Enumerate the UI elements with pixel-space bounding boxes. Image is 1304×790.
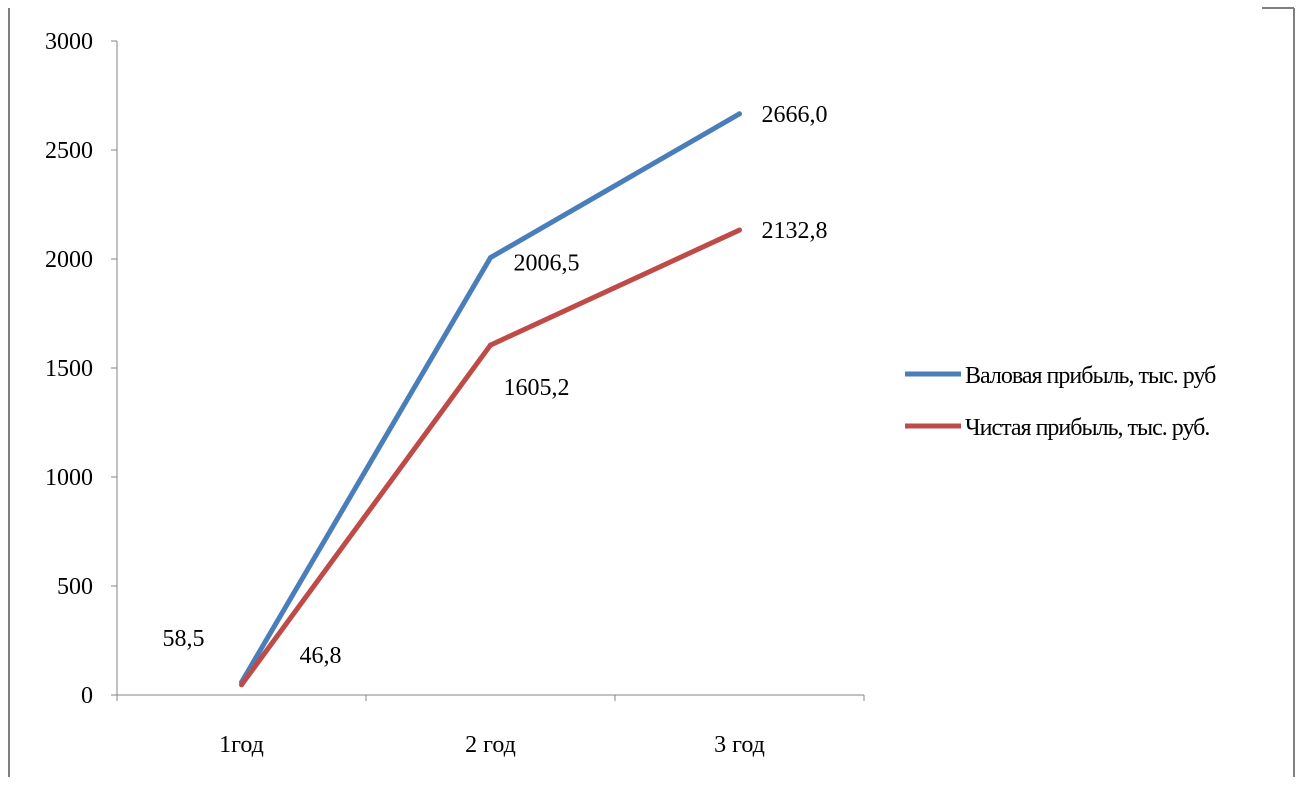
y-tick-label: 2500 (45, 138, 93, 164)
legend-label-1: Валовая прибыль, тыс. руб (965, 363, 1216, 389)
y-tick-label: 0 (81, 683, 93, 709)
data-label: 1605,2 (504, 375, 570, 401)
legend-label-2: Чистая прибыль, тыс. руб. (965, 415, 1209, 441)
data-label: 46,8 (300, 643, 342, 669)
data-point (737, 227, 742, 233)
data-point (737, 111, 742, 117)
x-tick-label: 1год (219, 732, 264, 758)
data-point (488, 342, 493, 348)
data-point (488, 255, 493, 261)
legend: Валовая прибыль, тыс. руб Чистая прибыль,… (905, 363, 1217, 441)
series-line-2 (239, 227, 741, 687)
data-label: 2666,0 (762, 102, 828, 128)
y-tick-label: 500 (57, 574, 93, 600)
data-labels: 58,5 2006,5 2666,0 46,8 1605,2 2132,8 (163, 102, 828, 669)
axes: 0 500 1000 1500 2000 2500 3000 1год 2 год 3 год (45, 29, 865, 758)
x-tick-label: 2 год (465, 732, 516, 758)
series-line-1 (239, 111, 741, 684)
data-label: 2132,8 (762, 218, 828, 244)
y-tick-label: 1500 (45, 356, 93, 382)
data-label: 2006,5 (514, 251, 580, 277)
y-tick-label: 1000 (45, 465, 93, 491)
data-point (239, 682, 244, 688)
y-tick-label: 3000 (45, 29, 93, 55)
x-tick-label: 3 год (714, 732, 765, 758)
data-label: 58,5 (163, 626, 205, 652)
y-tick-label: 2000 (45, 247, 93, 273)
series-layer (239, 111, 742, 688)
